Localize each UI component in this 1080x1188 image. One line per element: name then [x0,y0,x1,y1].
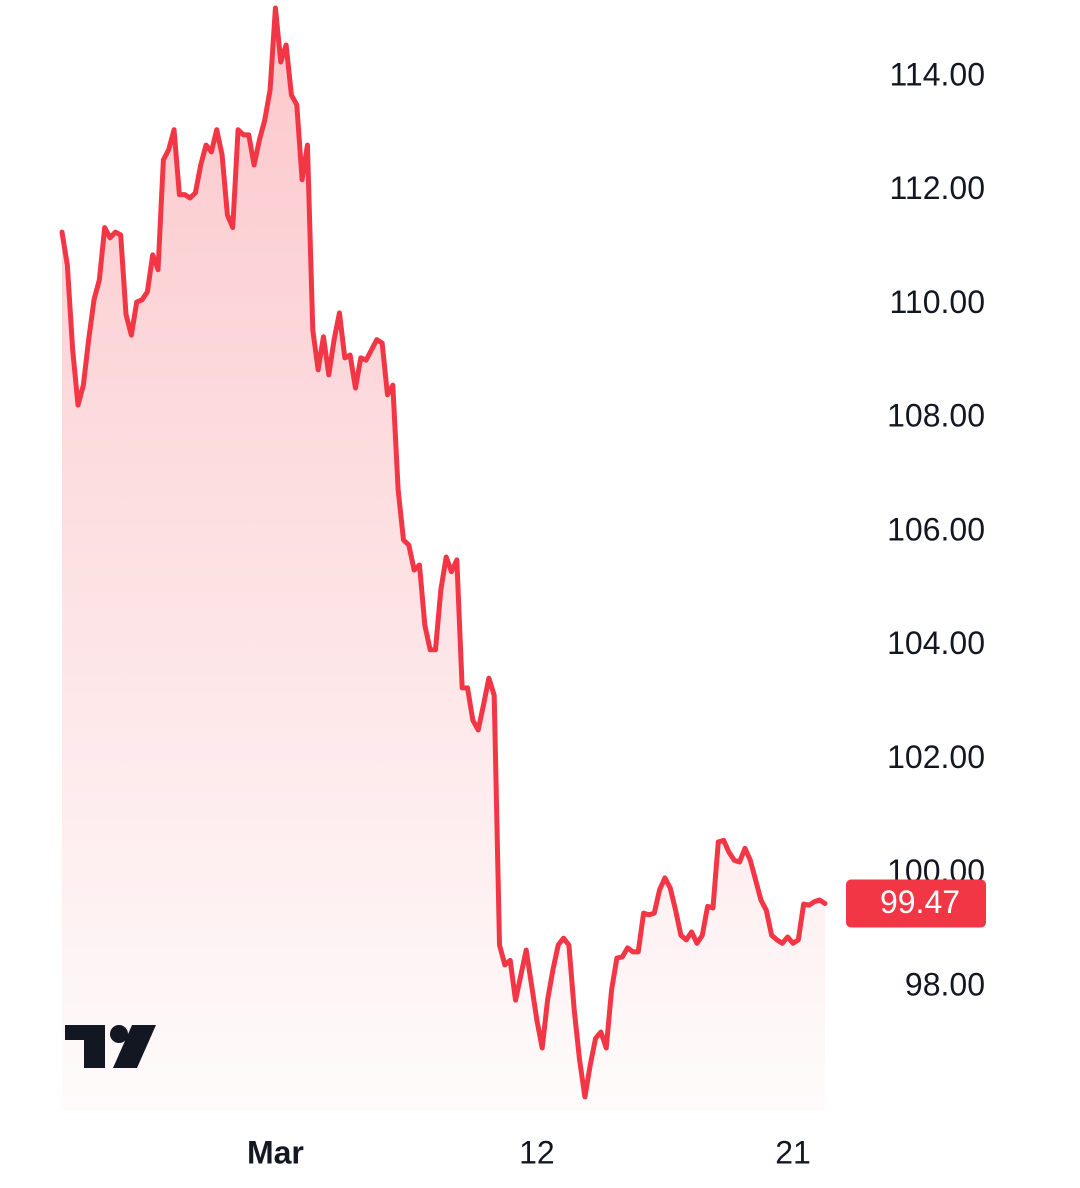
price-label: 99.47 [880,884,960,920]
y-tick-label: 106.00 [887,511,985,547]
area-layer [62,7,825,1111]
y-tick-label: 102.00 [887,739,985,775]
logo-part [110,1025,128,1043]
x-tick-label: 21 [775,1134,811,1170]
y-tick-label: 114.00 [890,56,986,92]
price-badge [846,879,986,928]
price-layer: 99.47 [846,879,986,928]
axis-layer: 98.00100.00102.00104.00106.00108.00110.0… [247,56,985,1170]
logo [65,1025,156,1068]
logo-part [65,1025,105,1068]
area-fill [62,7,825,1111]
x-tick-label: 12 [519,1134,555,1170]
y-tick-label: 112.00 [890,170,986,206]
line-layer [59,5,828,1100]
y-tick-label: 108.00 [887,398,985,434]
price-line [59,5,828,1100]
y-tick-label: 110.00 [890,284,986,320]
logo-part [113,1025,156,1068]
y-tick-label: 98.00 [905,967,985,1003]
x-tick-label: Mar [247,1134,304,1170]
y-tick-label: 104.00 [887,625,985,661]
